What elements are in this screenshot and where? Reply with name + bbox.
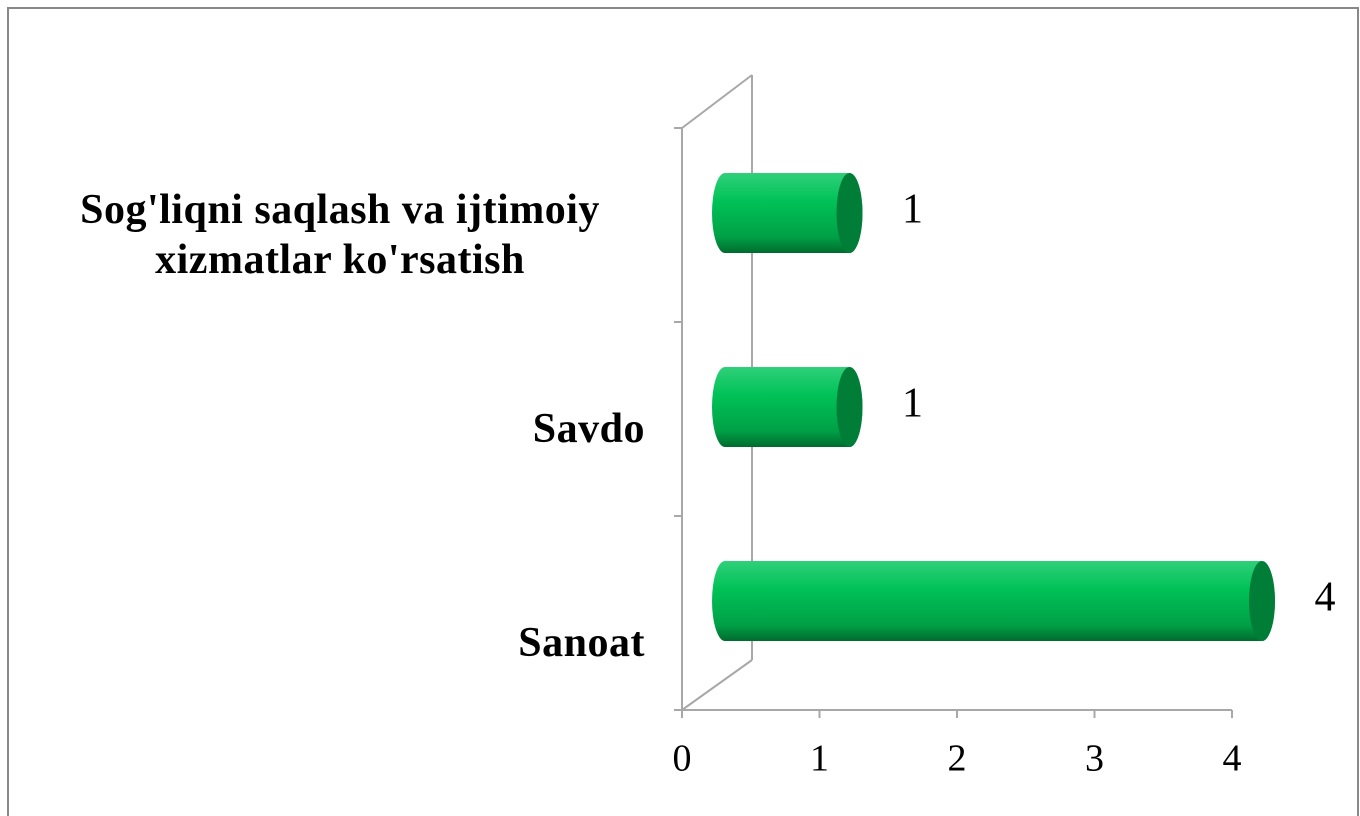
bar — [712, 561, 1275, 641]
x-tick-label: 4 — [1223, 738, 1242, 780]
y-tick-label: Sanoat — [518, 620, 645, 666]
x-tick-label: 2 — [948, 738, 967, 780]
value-label: 1 — [902, 187, 923, 233]
frame — [7, 7, 1359, 816]
value-label: 1 — [902, 381, 923, 427]
x-tick-label: 3 — [1085, 738, 1104, 780]
bar-cap — [1249, 561, 1275, 641]
y-tick-label: Savdo — [532, 406, 645, 452]
bar-cap — [836, 367, 863, 447]
bar — [712, 173, 863, 253]
x-tick-label: 0 — [673, 738, 692, 780]
y-tick-label: Sog'liqni saqlash va ijtimoiy xizmatlar … — [80, 187, 600, 283]
bar-cap — [836, 173, 863, 253]
bar-body — [712, 173, 863, 253]
bar-body — [712, 367, 863, 447]
bar-body — [712, 561, 1275, 641]
x-tick-label: 1 — [810, 738, 829, 780]
bar — [712, 367, 863, 447]
value-label: 4 — [1315, 575, 1336, 621]
